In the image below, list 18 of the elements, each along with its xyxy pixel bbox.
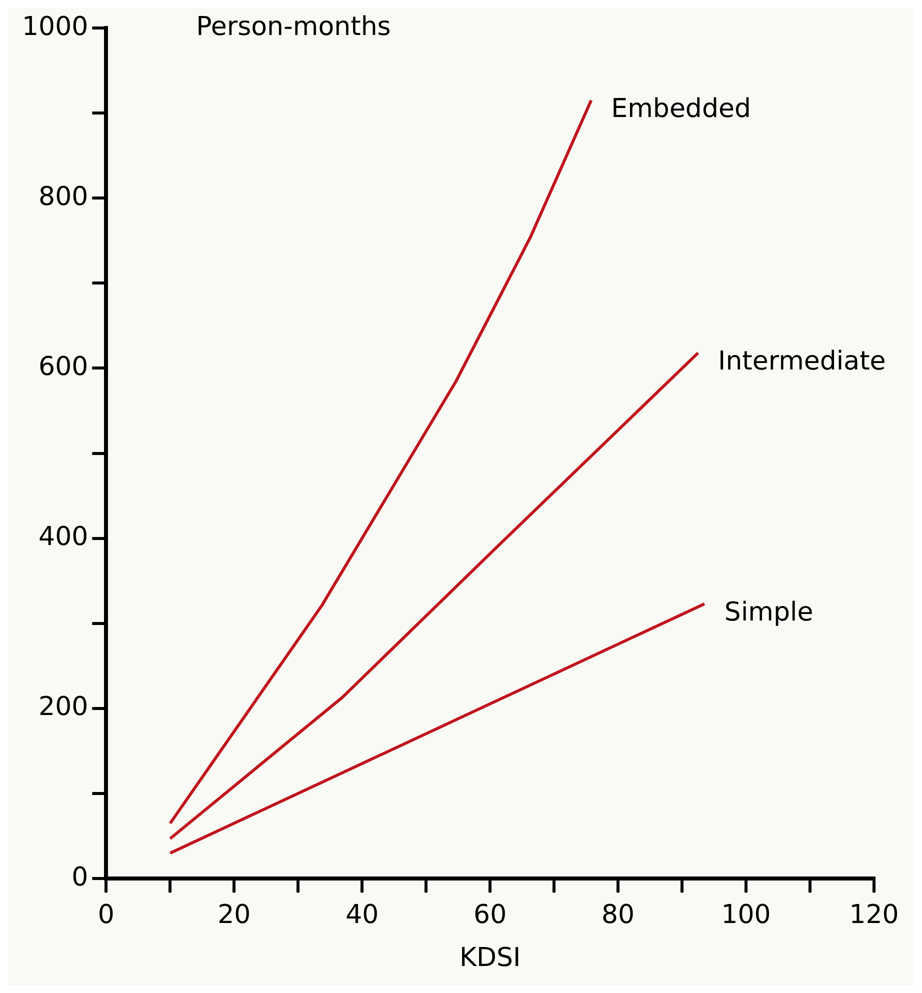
x-axis-title: KDSI — [459, 943, 521, 974]
y-tick-label: 0 — [72, 862, 88, 892]
series-label: Intermediate — [718, 346, 886, 377]
y-tick-label: 800 — [38, 182, 88, 212]
x-tick-label: 20 — [218, 900, 251, 930]
y-tick-label: 1000 — [22, 12, 88, 42]
y-tick-label: 400 — [38, 522, 88, 552]
x-tick-label: 80 — [602, 900, 635, 930]
x-tick-label: 60 — [474, 900, 507, 930]
x-tick-label: 120 — [849, 900, 899, 930]
series-label: Embedded — [611, 94, 751, 124]
series-label: Simple — [724, 598, 814, 628]
y-axis-title: Person-months — [196, 12, 391, 42]
x-tick-label: 100 — [721, 900, 771, 930]
y-tick-label: 200 — [38, 692, 88, 722]
x-tick-label: 0 — [98, 900, 114, 930]
x-tick-label: 40 — [346, 900, 379, 930]
y-tick-label: 600 — [38, 352, 88, 382]
